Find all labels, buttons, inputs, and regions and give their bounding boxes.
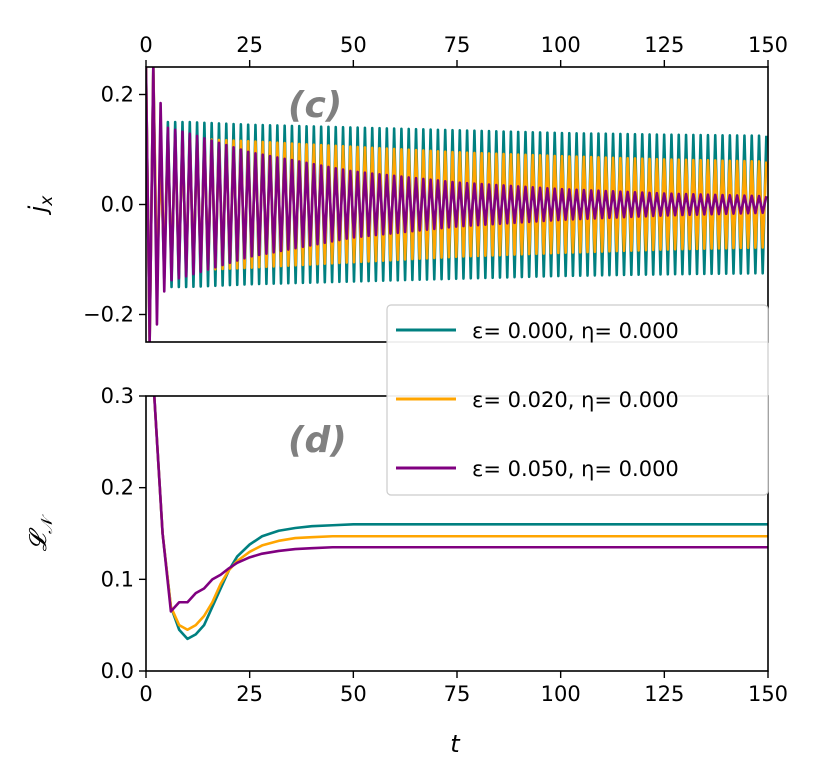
- panel-d-x-tick-label-1: 25: [236, 682, 263, 706]
- panel-c-x-tick-label-5: 125: [644, 33, 684, 57]
- panel-d-x-tick-label-2: 50: [340, 682, 367, 706]
- panel-d-x-tick-label-5: 125: [644, 682, 684, 706]
- legend-box: [386, 304, 769, 496]
- legend: ε= 0.000, η= 0.000 ε= 0.020, η= 0.000 ε=…: [386, 304, 769, 496]
- panel-d-x-tick-label-3: 75: [444, 682, 471, 706]
- panel-d-x-tick-label-6: 150: [748, 682, 788, 706]
- panel-c-x-tick-label-6: 150: [748, 33, 788, 57]
- panel-c: (c) 0 25 50 75 100 125 150 −0.2 0.0 0.2 jx: [24, 33, 788, 343]
- panel-d-y-tick-label-3: 0.3: [101, 384, 134, 408]
- panel-d: (d) 0 25 50 75 100 125 150 0.0 0.1 0.2 0.3 t 𝓛𝒩: [24, 384, 788, 758]
- legend-label-eps-0000: ε= 0.000, η= 0.000: [472, 319, 679, 343]
- panel-d-ylabel-sub: 𝒩: [37, 514, 56, 534]
- panel-d-x-ticks: 0 25 50 75 100 125 150: [139, 671, 788, 706]
- panel-d-series-line-2: [152, 396, 768, 613]
- panel-c-y-ticks: −0.2 0.0 0.2: [83, 83, 146, 327]
- panel-c-label: (c): [288, 85, 342, 126]
- panel-c-x-ticks: 0 25 50 75 100 125 150: [139, 33, 788, 67]
- panel-d-series: [152, 396, 768, 641]
- legend-label-eps-0050: ε= 0.050, η= 0.000: [472, 457, 679, 481]
- panel-c-series: [146, 67, 768, 342]
- panel-c-ylabel: jx: [24, 195, 57, 216]
- panel-c-x-tick-label-0: 0: [139, 33, 152, 57]
- panel-c-x-tick-label-1: 25: [236, 33, 263, 57]
- panel-c-x-tick-label-3: 75: [444, 33, 471, 57]
- panel-c-x-tick-label-2: 50: [340, 33, 367, 57]
- legend-label-eps-0020: ε= 0.020, η= 0.000: [472, 388, 679, 412]
- panel-d-y-tick-label-0: 0.0: [101, 659, 134, 683]
- panel-c-x-tick-label-4: 100: [541, 33, 581, 57]
- panel-c-series-line-2: [146, 67, 768, 342]
- panel-d-x-tick-label-0: 0: [139, 682, 152, 706]
- panel-d-xlabel: t: [450, 730, 461, 758]
- panel-d-ylabel: 𝓛𝒩: [24, 514, 56, 551]
- panel-c-ylabel-sub: x: [37, 195, 57, 207]
- panel-d-x-tick-label-4: 100: [541, 682, 581, 706]
- panel-d-series-line-1: [152, 396, 768, 632]
- panel-c-y-tick-label-1: 0.0: [101, 193, 134, 217]
- panel-c-y-tick-label-0: −0.2: [83, 303, 134, 327]
- panel-c-y-tick-label-2: 0.2: [101, 83, 134, 107]
- panel-d-y-ticks: 0.0 0.1 0.2 0.3: [101, 384, 146, 683]
- panel-d-label: (d): [288, 420, 347, 461]
- panel-d-y-tick-label-1: 0.1: [101, 567, 134, 591]
- panel-d-y-tick-label-2: 0.2: [101, 476, 134, 500]
- panel-d-series-line-0: [152, 396, 768, 641]
